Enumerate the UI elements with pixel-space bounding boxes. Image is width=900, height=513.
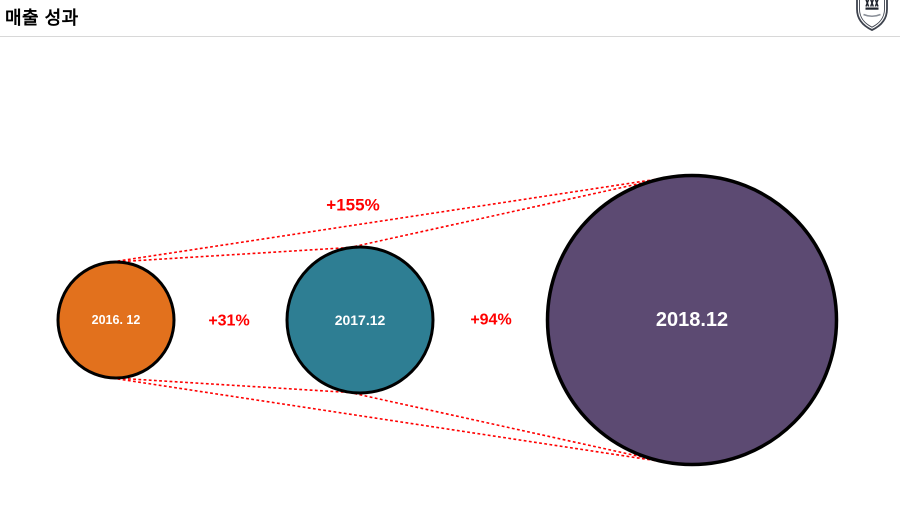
bubble-2017-12	[285, 245, 435, 395]
bubble-label: 2017.12	[335, 312, 386, 328]
crest-banner	[863, 13, 881, 18]
bubble-2016-12	[56, 260, 176, 380]
growth-connector-bottom-0-1	[112, 377, 356, 394]
growth-label-31: +31%	[208, 313, 249, 330]
header-divider	[0, 36, 900, 37]
growth-label-155: +155%	[326, 196, 379, 215]
growth-connector-top-1-2	[344, 178, 662, 250]
bubble-label: 2016. 12	[92, 313, 141, 327]
bubble-2018-12	[545, 173, 839, 467]
growth-label-94: +94%	[470, 312, 511, 329]
page-title: 매출 성과	[5, 8, 79, 28]
crest-emblem	[865, 0, 879, 10]
bubble-label: 2018.12	[656, 309, 728, 331]
growth-connector-top-0-2	[107, 176, 671, 264]
growth-connector-bottom-0-2	[107, 376, 671, 464]
growth-connector-bottom-1-2	[344, 390, 662, 462]
growth-connector-top-0-1	[112, 246, 356, 263]
crest-logo-icon	[856, 0, 888, 31]
